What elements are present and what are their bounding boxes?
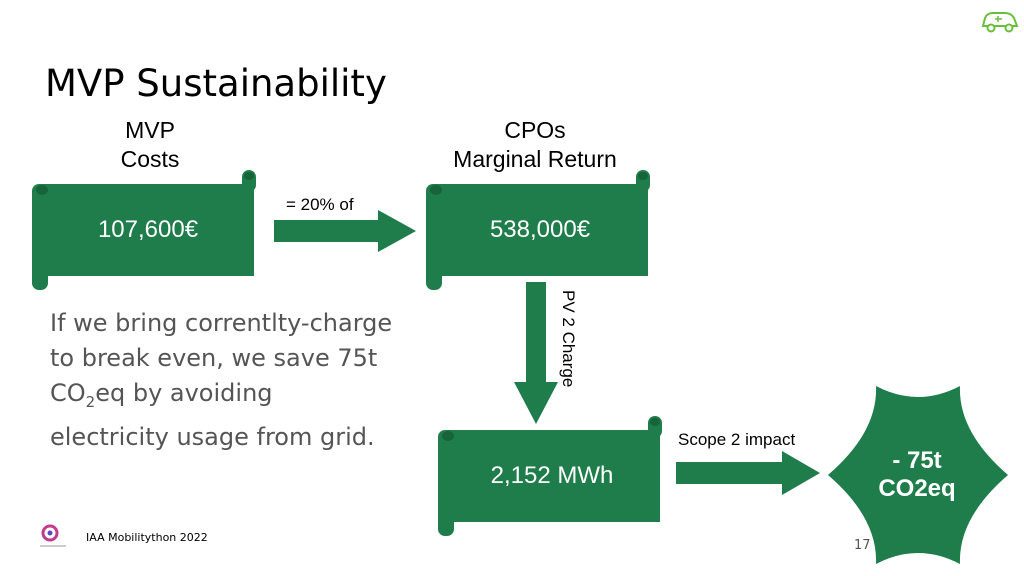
arrow-right-2: [676, 451, 822, 499]
mvp-costs-scroll: [32, 168, 258, 296]
summary-subscript: 2: [85, 392, 96, 411]
cpo-label-line2: Marginal Return: [453, 146, 617, 172]
mvp-costs-label-line2: Costs: [120, 146, 180, 172]
arrow3-label: Scope 2 impact: [678, 430, 796, 449]
mvp-costs-value: 107,600€: [97, 216, 199, 243]
page-number: 17: [854, 538, 871, 553]
co2-result-text: - 75t CO2eq: [852, 447, 982, 503]
cpo-return-scroll: [426, 168, 652, 296]
electric-car-logo-icon: [980, 8, 1020, 38]
summary-line-4: electricity usage from grid.: [50, 422, 375, 451]
cpo-label-line1: CPOs: [504, 117, 566, 143]
co2-result-line2: CO2eq: [878, 475, 956, 502]
arrow1-label: = 20% of: [286, 195, 354, 214]
summary-line-2: to break even, we save 75t: [50, 344, 378, 372]
summary-text: If we bring correntlty-charge to break e…: [50, 306, 420, 455]
summary-line-1: If we bring correntlty-charge: [50, 309, 393, 337]
summary-co: CO: [50, 379, 86, 407]
summary-line-3: CO2eq by avoiding: [50, 376, 420, 420]
co2-result-line1: - 75t: [892, 447, 942, 474]
footer-text: IAA Mobilitython 2022: [86, 531, 208, 544]
co2-result-burst: [824, 382, 1012, 572]
mvp-costs-label: MVP Costs: [90, 116, 210, 174]
arrow-down: [514, 282, 558, 428]
energy-scroll: [438, 414, 664, 542]
summary-eq: eq by avoiding: [95, 379, 273, 407]
mvp-costs-label-line1: MVP: [125, 117, 175, 143]
company-logo-icon: [38, 524, 68, 554]
energy-value: 2,152 MWh: [490, 462, 614, 489]
cpo-return-value: 538,000€: [489, 216, 591, 243]
cpo-label: CPOs Marginal Return: [430, 116, 640, 174]
slide-title: MVP Sustainability: [45, 62, 387, 105]
arrow2-label: PV 2 Charge: [559, 290, 578, 388]
arrow-right-1: [274, 210, 418, 256]
